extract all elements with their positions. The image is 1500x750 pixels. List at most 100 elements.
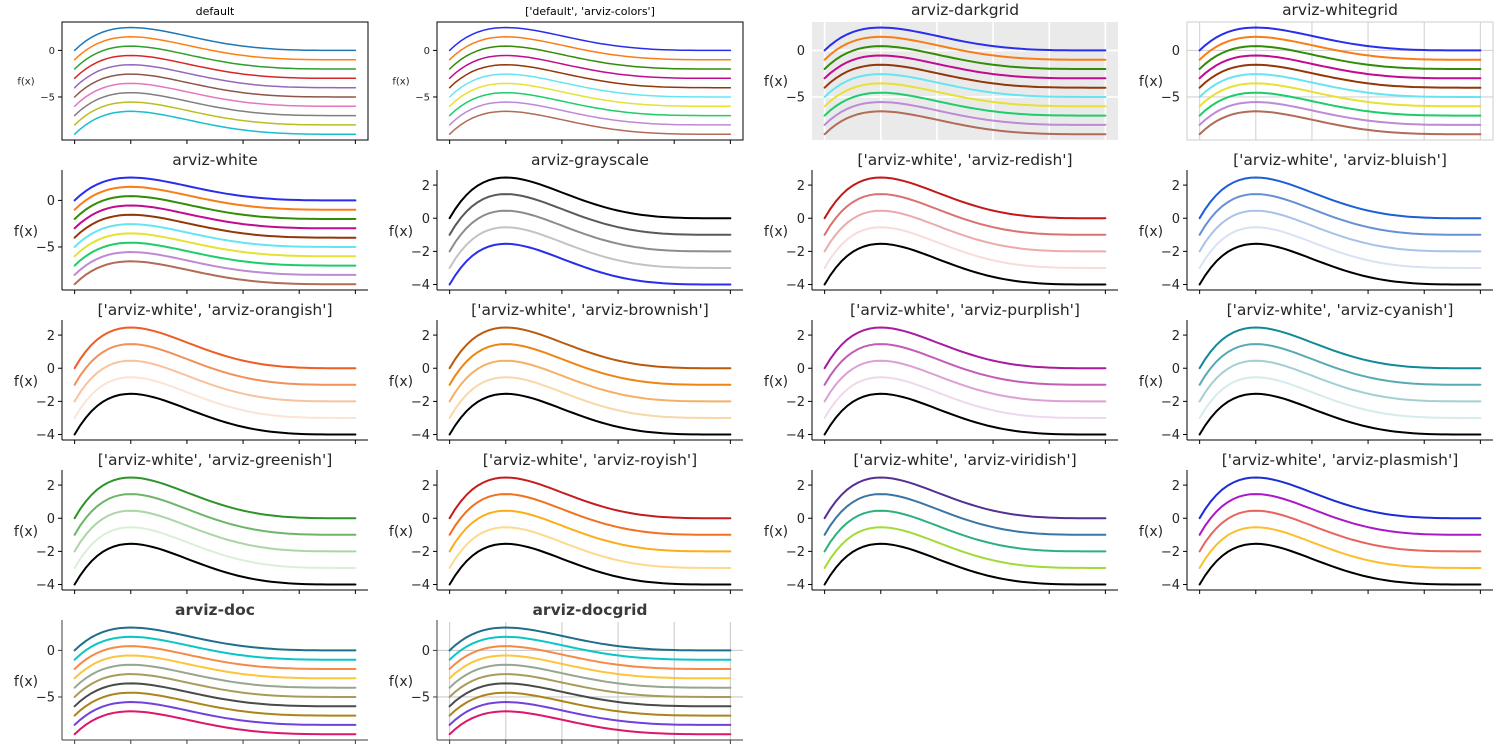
curve-2 bbox=[448, 509, 732, 553]
tick-marks bbox=[58, 649, 356, 744]
curve-3 bbox=[823, 526, 1107, 569]
ytick-label: −2 bbox=[1161, 245, 1180, 260]
curves bbox=[73, 626, 357, 736]
curve-1 bbox=[73, 493, 357, 536]
curve-3 bbox=[823, 54, 1107, 80]
ytick-labels: 2 0 −2 −4 bbox=[411, 179, 430, 293]
curve-6 bbox=[1198, 82, 1482, 108]
curve-2 bbox=[448, 645, 732, 670]
ylabel: f(x) bbox=[389, 674, 413, 690]
curve-0 bbox=[1198, 26, 1482, 52]
curve-9 bbox=[73, 710, 357, 736]
spines bbox=[811, 170, 1118, 291]
subplot-title: arviz-white bbox=[172, 151, 258, 169]
curve-1 bbox=[823, 193, 1107, 236]
curves bbox=[448, 626, 732, 736]
subplot-canvas: 2 0 −2 −4 f(x) arviz-grayscale bbox=[389, 151, 743, 294]
curve-1 bbox=[73, 36, 357, 61]
curve-5 bbox=[1198, 73, 1482, 98]
subplot-arviz-darkgrid: 0 −5 f(x) arviz-darkgrid bbox=[750, 0, 1125, 150]
curve-1 bbox=[1198, 343, 1482, 386]
ytick-label: −2 bbox=[36, 545, 55, 560]
ytick-label: 0 bbox=[1172, 44, 1180, 59]
curve-4 bbox=[448, 392, 732, 436]
spines bbox=[1186, 470, 1493, 591]
curve-5 bbox=[73, 73, 357, 98]
ytick-label: −2 bbox=[411, 245, 430, 260]
ytick-labels: 2 0 −2 −4 bbox=[411, 329, 430, 443]
curve-4 bbox=[823, 63, 1107, 89]
subplot-canvas: 2 0 −2 −4 f(x) ['arviz-white', 'arviz-brownis… bbox=[389, 301, 743, 444]
subplot-title: ['arviz-white', 'arviz-greenish'] bbox=[98, 451, 333, 469]
subplot-canvas: 2 0 −2 −4 f(x) ['arviz-white', 'arviz-orangis… bbox=[14, 301, 368, 444]
ylabel: f(x) bbox=[14, 674, 38, 690]
ytick-label: 2 bbox=[1172, 179, 1180, 194]
ytick-label: 0 bbox=[422, 362, 430, 377]
ytick-label: 0 bbox=[422, 212, 430, 227]
curves bbox=[1198, 476, 1482, 586]
ytick-label: −4 bbox=[786, 428, 805, 443]
ytick-labels: 2 0 −2 −4 bbox=[36, 329, 55, 443]
curve-2 bbox=[73, 645, 357, 670]
tick-marks bbox=[433, 184, 731, 294]
ytick-label: −4 bbox=[1161, 278, 1180, 293]
spines bbox=[1186, 21, 1494, 141]
spines bbox=[61, 320, 368, 441]
ytick-label: −2 bbox=[1161, 395, 1180, 410]
ytick-label: −2 bbox=[786, 395, 805, 410]
ytick-labels: 0 −5 bbox=[1161, 44, 1180, 106]
subplot-canvas: 0 −5 f(x) default bbox=[17, 5, 369, 144]
curve-3 bbox=[448, 654, 732, 680]
curve-2 bbox=[73, 359, 357, 403]
empty-cell bbox=[1125, 600, 1500, 750]
curves bbox=[73, 326, 357, 436]
ytick-label: 2 bbox=[797, 479, 805, 494]
ytick-label: −4 bbox=[411, 428, 430, 443]
ytick-label: −4 bbox=[36, 428, 55, 443]
ytick-label: −5 bbox=[1161, 91, 1180, 106]
subplot-canvas: 2 0 −2 −4 f(x) ['arviz-white', 'arviz-purplis… bbox=[764, 301, 1118, 444]
curve-1 bbox=[448, 193, 732, 236]
curve-0 bbox=[1198, 476, 1482, 520]
ytick-label: −2 bbox=[786, 545, 805, 560]
curve-3 bbox=[73, 654, 357, 680]
curve-9 bbox=[73, 110, 357, 135]
curve-1 bbox=[448, 493, 732, 536]
curve-1 bbox=[73, 185, 357, 211]
ylabel: f(x) bbox=[1139, 524, 1163, 540]
spines bbox=[436, 21, 744, 141]
tick-marks bbox=[433, 649, 731, 744]
ylabel: f(x) bbox=[764, 74, 788, 90]
curve-3 bbox=[448, 376, 732, 419]
curve-0 bbox=[448, 26, 732, 52]
spines bbox=[61, 620, 368, 741]
ytick-label: 0 bbox=[797, 362, 805, 377]
curves bbox=[1198, 326, 1482, 436]
curve-8 bbox=[448, 700, 732, 726]
subplot-canvas: 0 −5f(x) arviz-white bbox=[14, 151, 368, 294]
subplot-arviz-white-arviz-viridish: 2 0 −2 −4 f(x) ['arviz-white', 'arviz-viridis… bbox=[750, 450, 1125, 600]
curve-1 bbox=[1198, 493, 1482, 536]
ytick-label: 0 bbox=[47, 362, 55, 377]
curve-0 bbox=[823, 176, 1107, 220]
ylabel: f(x) bbox=[392, 77, 409, 88]
curve-4 bbox=[823, 392, 1107, 436]
subplot-canvas: 2 0 −2 −4 f(x) ['arviz-white', 'arviz-bluish'… bbox=[1139, 151, 1493, 294]
curve-4 bbox=[73, 64, 357, 89]
curve-6 bbox=[73, 82, 357, 108]
spines bbox=[61, 21, 369, 141]
subplot-canvas: 2 0 −2 −4 f(x) ['arviz-white', 'arviz-viridis… bbox=[764, 451, 1118, 594]
ytick-label: −5 bbox=[786, 91, 805, 106]
curve-1 bbox=[448, 343, 732, 386]
subplot-arviz-white-arviz-royish: 2 0 −2 −4 f(x) ['arviz-white', 'arviz-royish'… bbox=[375, 450, 750, 600]
curves bbox=[1198, 176, 1482, 286]
curve-1 bbox=[448, 36, 732, 61]
curve-2 bbox=[73, 45, 357, 70]
ytick-label: 2 bbox=[797, 179, 805, 194]
curves bbox=[448, 26, 732, 135]
subplot-canvas: 0 −5f(x) arviz-docgrid bbox=[389, 601, 743, 744]
curve-3 bbox=[1198, 376, 1482, 419]
subplot-title: ['default', 'arviz-colors'] bbox=[525, 5, 655, 18]
ytick-label: 0 bbox=[47, 644, 55, 659]
ylabel: f(x) bbox=[14, 524, 38, 540]
